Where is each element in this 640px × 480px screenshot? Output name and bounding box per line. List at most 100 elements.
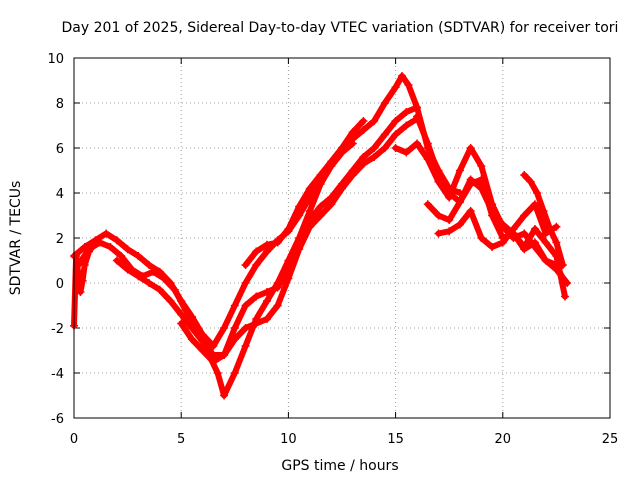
data-point <box>466 175 475 184</box>
data-point <box>434 211 443 220</box>
x-tick-label: 15 <box>387 432 404 447</box>
data-point <box>80 261 89 269</box>
data-point <box>338 144 346 152</box>
data-point <box>530 238 539 247</box>
data-point <box>359 117 368 125</box>
data-point <box>402 121 411 130</box>
data-point <box>252 261 261 269</box>
y-tick-label: -6 <box>51 412 64 427</box>
data-point <box>560 292 569 301</box>
data-point <box>477 234 486 242</box>
data-point <box>106 243 115 251</box>
data-point <box>413 112 422 121</box>
data-point <box>398 72 407 80</box>
data-point <box>391 144 400 152</box>
data-point <box>262 247 271 256</box>
x-tick-label: 20 <box>495 432 512 447</box>
data-point <box>520 171 529 179</box>
data-point <box>273 238 282 247</box>
data-point <box>488 207 497 215</box>
data-point <box>145 279 154 287</box>
y-tick-label: 2 <box>56 232 64 247</box>
data-point <box>177 319 186 328</box>
data-point <box>348 171 357 179</box>
data-point <box>72 252 81 260</box>
series-9 <box>434 200 561 251</box>
data-point <box>112 236 121 245</box>
data-point <box>498 238 507 247</box>
x-tick-label: 25 <box>602 432 619 447</box>
data-point <box>198 346 207 355</box>
data-point <box>241 342 250 350</box>
data-point <box>241 261 250 269</box>
data-point <box>273 301 282 310</box>
data-point <box>348 135 357 143</box>
data-point <box>209 357 218 366</box>
data-point <box>123 245 132 254</box>
data-point <box>181 306 190 314</box>
data-point <box>252 292 261 301</box>
data-point <box>455 166 464 175</box>
data-point <box>348 128 357 137</box>
data-point <box>262 297 271 305</box>
data-point <box>198 337 207 346</box>
data-point <box>295 202 304 211</box>
data-point <box>488 243 497 251</box>
data-point <box>123 265 132 274</box>
data-point <box>539 207 548 215</box>
data-point <box>78 276 87 285</box>
series-8 <box>423 175 569 301</box>
data-point <box>423 139 432 148</box>
y-tick-label: 6 <box>56 142 64 157</box>
data-point <box>262 315 271 323</box>
data-point <box>509 225 518 233</box>
data-point <box>241 301 250 310</box>
y-tick-label: -2 <box>51 322 64 337</box>
data-point <box>230 335 239 344</box>
data-point <box>155 285 164 294</box>
data-point <box>541 238 550 247</box>
y-tick-label: -4 <box>51 367 64 382</box>
data-point <box>76 288 85 296</box>
data-point <box>380 99 389 107</box>
data-point <box>305 207 314 215</box>
data-point <box>316 211 325 220</box>
data-point <box>91 238 100 247</box>
data-point <box>541 256 550 265</box>
data-point <box>413 103 422 112</box>
data-point <box>166 297 175 305</box>
data-point <box>220 351 229 359</box>
data-point <box>477 162 486 170</box>
data-point <box>530 225 539 233</box>
data-point <box>187 335 196 344</box>
data-point <box>434 229 443 238</box>
data-point <box>327 157 336 166</box>
data-point <box>209 342 218 350</box>
data-point <box>466 144 475 152</box>
data-point <box>241 279 250 287</box>
data-point <box>402 148 411 157</box>
data-point <box>102 229 111 238</box>
data-point <box>370 153 379 161</box>
data-point <box>558 261 567 269</box>
data-point <box>230 324 239 332</box>
data-point <box>85 247 94 256</box>
data-point <box>252 319 261 328</box>
data-point <box>112 256 121 265</box>
y-axis-title: SDTVAR / TECUs <box>8 181 24 296</box>
data-point <box>423 200 432 209</box>
data-point <box>370 144 379 152</box>
data-point <box>530 200 539 209</box>
data-point <box>316 171 325 179</box>
data-point <box>262 288 271 296</box>
data-point <box>230 369 239 377</box>
data-point <box>434 171 443 179</box>
data-point <box>552 238 561 247</box>
data-point <box>338 184 346 193</box>
data-point <box>273 283 282 292</box>
x-tick-label: 10 <box>280 432 297 447</box>
data-point <box>404 81 413 89</box>
data-point <box>380 144 389 152</box>
y-tick-label: 8 <box>56 97 64 112</box>
